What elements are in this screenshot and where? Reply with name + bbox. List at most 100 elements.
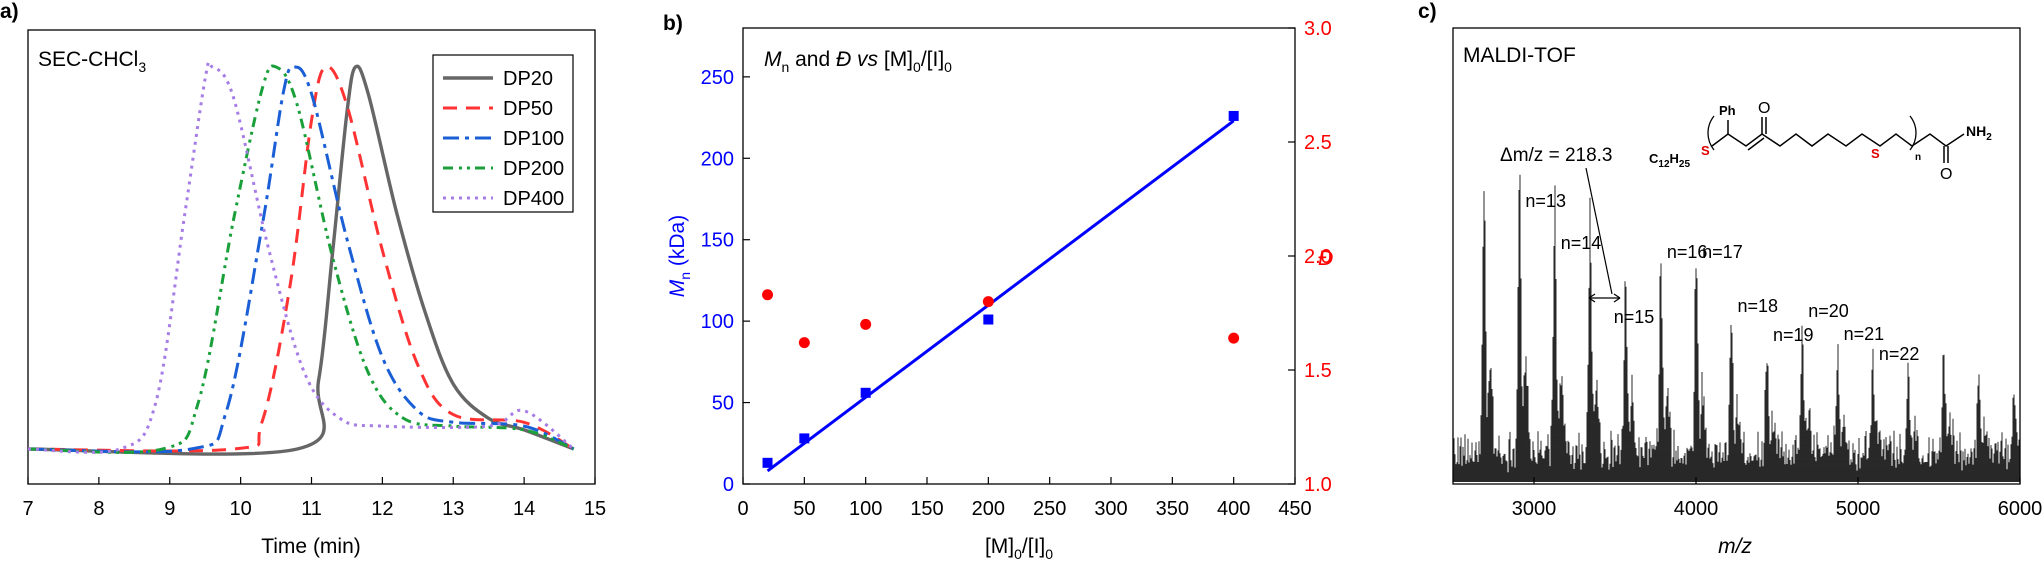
panel-b-marks <box>762 110 1240 473</box>
panel-c-delta-pointer <box>1585 167 1613 295</box>
dispersity-point <box>798 337 810 349</box>
left-y-tick-label: 0 <box>723 474 734 496</box>
peak-label: n=17 <box>1702 242 1743 262</box>
right-y-tick-label: 1.0 <box>1304 474 1332 496</box>
peak-label: n=21 <box>1844 324 1885 344</box>
linear-fit-line <box>766 119 1235 473</box>
x-tick-label: 250 <box>1033 498 1066 520</box>
structure-backbone <box>1711 133 1913 147</box>
panel-a-x-label: Time (min) <box>261 535 361 558</box>
panel-c-x-ticks: 3000 4000 5000 6000 <box>1512 477 2043 520</box>
x-tick-label: 7 <box>22 498 33 520</box>
right-y-tick-label: 2.5 <box>1304 132 1332 154</box>
panel-a-legend-box <box>432 54 574 213</box>
peak-label: n=13 <box>1525 191 1566 211</box>
peak-label: n=20 <box>1808 301 1849 321</box>
x-tick-label: 15 <box>584 498 606 520</box>
left-y-tick-label: 50 <box>712 393 734 415</box>
panel-c-annotation: MALDI-TOF <box>1463 44 1576 67</box>
structure-repeat-n: n <box>1915 152 1921 163</box>
mn-point <box>983 314 994 325</box>
panel-a-legend-items: DP20 DP50 DP100 DP200 DP400 <box>443 68 564 210</box>
x-tick-label: 8 <box>93 498 104 520</box>
panel-b-left-y-label: Mn (kDa) <box>666 215 693 297</box>
x-tick-label: 14 <box>513 498 535 520</box>
left-y-tick-label: 100 <box>701 311 734 333</box>
panel-a: a) SEC-CHCl3 7 8 9 10 11 12 13 14 15 Time (min) … <box>0 0 606 558</box>
x-tick-label: 0 <box>737 498 748 520</box>
x-tick-label: 4000 <box>1674 498 1719 520</box>
peak-label: n=15 <box>1614 307 1655 327</box>
maldi-spectrum-trace <box>1453 174 2020 482</box>
sec-curve-dp200 <box>27 64 575 454</box>
x-tick-label: 12 <box>371 498 393 520</box>
x-tick-label: 300 <box>1094 498 1127 520</box>
peak-label: n=16 <box>1667 242 1708 262</box>
legend-label-dp200: DP200 <box>503 158 564 180</box>
x-tick-label: 350 <box>1156 498 1189 520</box>
peak-label: n=19 <box>1773 325 1814 345</box>
sec-curve-dp100 <box>27 65 575 454</box>
structure-bracket-right <box>1909 115 1917 151</box>
legend-label-dp400: DP400 <box>503 188 564 210</box>
x-tick-label: 9 <box>164 498 175 520</box>
x-tick-label: 100 <box>849 498 882 520</box>
legend-label-dp50: DP50 <box>503 98 553 120</box>
panel-a-curves <box>27 60 575 456</box>
panel-b: b) Mn and Đ vs [M]0/[I]0 0 50 100 150 200 250… <box>663 12 1333 561</box>
x-tick-label: 13 <box>442 498 464 520</box>
right-y-tick-label: 3.0 <box>1304 18 1332 40</box>
right-y-tick-label: 1.5 <box>1304 360 1332 382</box>
structure-c12h25: C12H25 <box>1649 151 1690 170</box>
x-tick-label: 3000 <box>1512 498 1557 520</box>
panel-b-right-y-ticks: 1.0 1.5 2.0 2.5 3.0 <box>1288 18 1332 496</box>
x-tick-label: 400 <box>1217 498 1250 520</box>
panel-a-annotation: SEC-CHCl3 <box>38 48 146 75</box>
dispersity-point <box>1228 332 1240 344</box>
peak-label: n=18 <box>1737 296 1778 316</box>
peak-label: n=22 <box>1879 344 1920 364</box>
x-tick-label: 10 <box>230 498 252 520</box>
panel-b-frame <box>742 27 1296 485</box>
x-tick-label: 50 <box>793 498 815 520</box>
panel-b-title: Mn and Đ vs [M]0/[I]0 <box>764 48 952 75</box>
structure-oxygen: O <box>1758 100 1770 117</box>
x-tick-label: 5000 <box>1836 498 1881 520</box>
dispersity-point <box>860 318 872 330</box>
structure-amide-oxygen: O <box>1940 166 1952 183</box>
panel-c-letter: c) <box>1418 0 1437 23</box>
legend-label-dp20: DP20 <box>503 68 553 90</box>
x-tick-label: 6000 <box>1998 498 2043 520</box>
dispersity-point <box>982 296 994 308</box>
legend-label-dp100: DP100 <box>503 128 564 150</box>
panel-b-x-label: [M]0/[I]0 <box>985 535 1053 561</box>
sec-curve-dp400 <box>27 60 575 454</box>
panel-c-delta-label: Δm/z = 218.3 <box>1500 145 1613 166</box>
mn-point <box>1228 110 1239 121</box>
sec-curve-dp20 <box>27 64 575 456</box>
left-y-tick-label: 150 <box>701 230 734 252</box>
left-y-tick-label: 200 <box>701 148 734 170</box>
mn-point <box>799 433 810 444</box>
x-tick-label: 11 <box>301 498 322 520</box>
panel-c-x-label: m/z <box>1718 535 1752 558</box>
x-tick-label: 200 <box>972 498 1005 520</box>
left-y-tick-label: 250 <box>701 67 734 89</box>
structure-bracket-left <box>1707 115 1715 151</box>
mn-point <box>762 457 773 468</box>
x-tick-label: 150 <box>910 498 943 520</box>
chemical-structure: C12H25 S Ph O S n O NH2 <box>1649 100 1992 183</box>
panel-b-left-y-ticks: 0 50 100 150 200 250 <box>701 67 750 496</box>
structure-tail <box>1911 133 1965 147</box>
panel-b-right-y-label: Đ <box>1318 247 1333 270</box>
structure-sulfur-right: S <box>1871 146 1880 161</box>
panel-a-x-ticks: 7 8 9 10 11 12 13 14 15 <box>22 477 606 520</box>
peak-label: n=14 <box>1561 233 1602 253</box>
mn-point <box>860 387 871 398</box>
right-y-tick-label: 2.0 <box>1304 246 1332 268</box>
structure-sulfur-left: S <box>1701 143 1710 158</box>
panel-c-frame <box>1452 27 2021 485</box>
panel-c-spectrum <box>1453 174 2020 482</box>
structure-nh2: NH2 <box>1966 123 1992 143</box>
panel-a-letter: a) <box>0 0 19 23</box>
